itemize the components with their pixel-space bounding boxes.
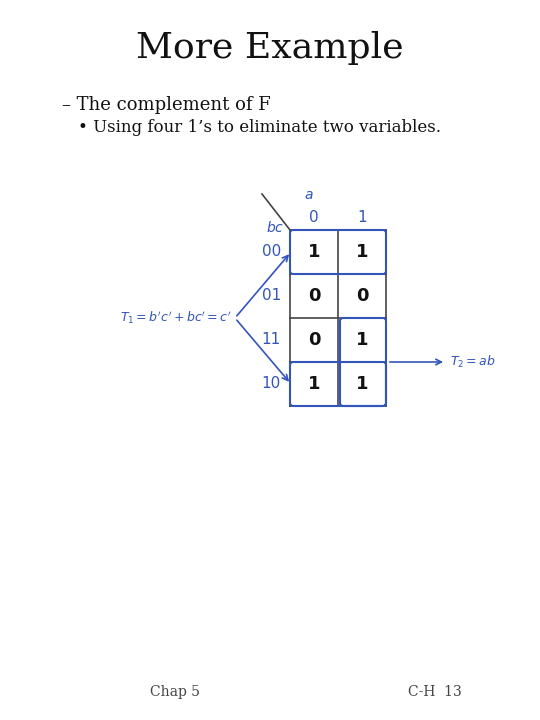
Text: 1: 1 xyxy=(357,210,367,225)
Text: 11: 11 xyxy=(262,333,281,348)
Text: 1: 1 xyxy=(356,375,368,393)
Text: C-H  13: C-H 13 xyxy=(408,685,462,699)
Text: More Example: More Example xyxy=(136,31,404,65)
Text: 0: 0 xyxy=(308,287,320,305)
Text: 1: 1 xyxy=(356,331,368,349)
Text: 1: 1 xyxy=(308,243,320,261)
Text: 10: 10 xyxy=(262,377,281,392)
Text: 00: 00 xyxy=(262,245,281,259)
Text: 1: 1 xyxy=(308,375,320,393)
Text: Chap 5: Chap 5 xyxy=(150,685,200,699)
Text: $a$: $a$ xyxy=(304,188,314,202)
Text: 0: 0 xyxy=(309,210,319,225)
Text: • Using four 1’s to eliminate two variables.: • Using four 1’s to eliminate two variab… xyxy=(78,120,441,137)
Text: 0: 0 xyxy=(308,331,320,349)
Text: 01: 01 xyxy=(262,289,281,304)
Text: – The complement of F: – The complement of F xyxy=(62,96,271,114)
Text: 0: 0 xyxy=(356,287,368,305)
Text: $T_1 = b'c' + bc' = c'$: $T_1 = b'c' + bc' = c'$ xyxy=(120,310,231,326)
Text: $T_2 = ab$: $T_2 = ab$ xyxy=(450,354,496,370)
Text: 1: 1 xyxy=(356,243,368,261)
Text: $bc$: $bc$ xyxy=(266,220,284,235)
